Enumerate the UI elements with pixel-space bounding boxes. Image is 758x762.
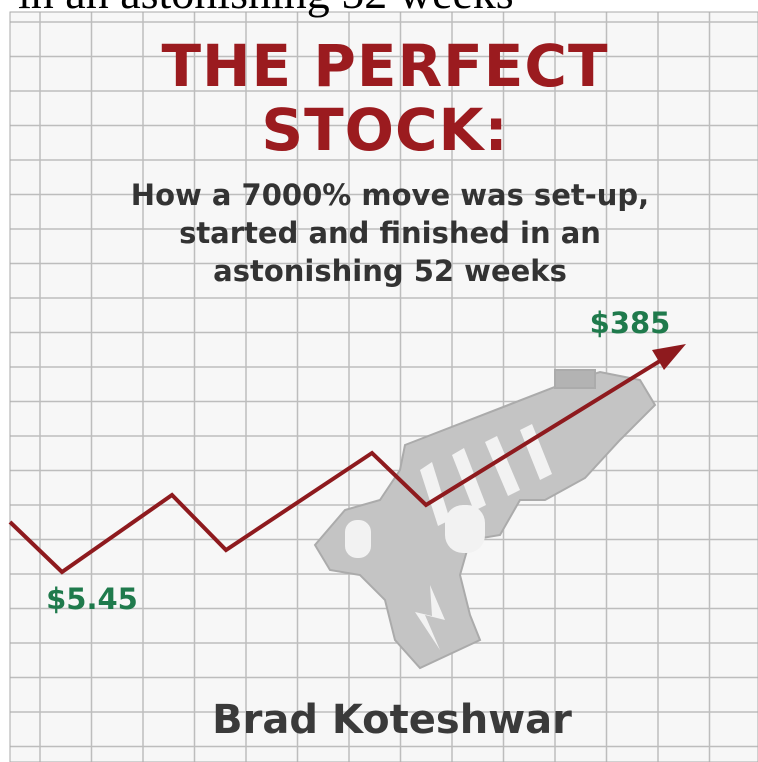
page-caption: in an astonishing 52 weeks: [18, 0, 514, 18]
price-end: $385: [590, 306, 671, 340]
price-start: $5.45: [46, 582, 138, 616]
trend-arrowhead: [652, 344, 686, 370]
subtitle-line: started and finished in an: [179, 216, 601, 250]
title-line: STOCK:: [261, 96, 508, 164]
author: Brad Koteshwar: [212, 697, 572, 743]
subtitle-line: How a 7000% move was set-up,: [131, 178, 649, 212]
gun-illustration: [313, 369, 657, 670]
trend-line: [8, 354, 670, 575]
title-line: THE PERFECT: [161, 32, 608, 100]
subtitle-line: astonishing 52 weeks: [213, 254, 567, 288]
cover-border: [9, 11, 758, 762]
